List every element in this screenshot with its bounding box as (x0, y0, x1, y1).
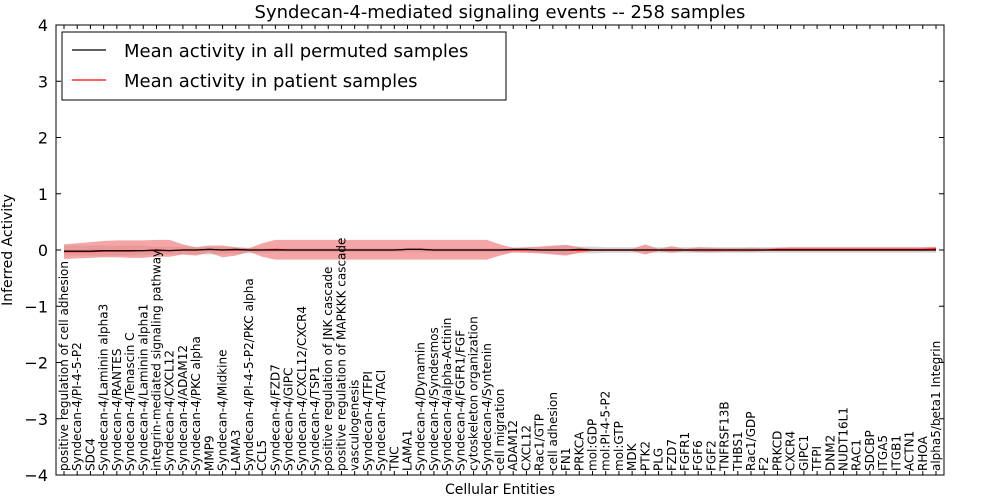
x-tick-label: FGF6 (691, 440, 705, 471)
x-tick-label: Syndecan-4/TFPI (361, 371, 375, 471)
chart-title: Syndecan-4-mediated signaling events -- … (255, 2, 746, 23)
x-tick-label: Syndecan-4/Syntenin (480, 343, 494, 471)
permuted-line (64, 248, 936, 252)
y-axis: 4 3 2 1 0 −1 −2 −3 −4 (24, 16, 944, 485)
x-axis-label: Cellular Entities (445, 482, 555, 498)
x-tick-label: positive regulation of MAPKKK cascade (335, 238, 349, 471)
y-tick-label: 4 (38, 16, 48, 35)
x-tick-label: Syndecan-4/Tenascin C (123, 332, 137, 471)
x-tick-label: NUDT16L1 (837, 407, 851, 471)
x-tick-label: Syndecan-4/ADAM12 (176, 345, 190, 471)
series-lines (64, 248, 937, 253)
x-tick-label: TFPI (810, 446, 824, 472)
x-tick-label: Syndecan-4/PI-4-5-P2 (70, 342, 84, 471)
x-tick-label: Syndecan-4/Midkine (216, 350, 230, 471)
x-tick-label: PTK2 (638, 441, 652, 471)
x-tick-label: F2 (757, 456, 771, 471)
x-tick-label: MMP9 (202, 435, 216, 471)
legend-label-patient: Mean activity in patient samples (124, 71, 418, 92)
x-tick-label: Syndecan-4/alpha-Actinin (440, 318, 454, 471)
x-tick-label: FZD7 (665, 439, 679, 471)
y-tick-label: −4 (24, 466, 48, 485)
x-tick-label: THBS1 (731, 431, 745, 472)
x-tick-label: FGFR1 (678, 432, 692, 471)
x-tick-label: mol:GDP (586, 419, 600, 471)
x-tick-label: Rac1/GDP (744, 412, 758, 471)
x-tick-label: cell adhesion (546, 392, 560, 471)
x-tick-label: CCL5 (255, 440, 269, 471)
y-tick-label: 3 (38, 72, 48, 91)
x-tick-label: cytoskeleton organization (467, 316, 481, 471)
x-tick-label: Syndecan-4/Laminin alpha1 (136, 304, 150, 471)
x-tick-label: Syndecan-4/Dynamin (414, 342, 428, 471)
x-axis: positive regulation of cell adhesion Synd… (57, 25, 943, 475)
x-tick-label: GIPC1 (797, 435, 811, 471)
y-axis-label: Inferred Activity (0, 194, 16, 306)
x-tick-label: FGF2 (704, 440, 718, 471)
x-tick-label: ITGB1 (889, 435, 903, 471)
x-tick-label: RHOA (916, 435, 930, 471)
x-tick-label: Syndecan-4/CXCL12 (163, 350, 177, 471)
legend: Mean activity in all permuted samples Me… (61, 31, 507, 101)
x-tick-label: ACTN1 (903, 431, 917, 471)
x-tick-label: ADAM12 (506, 420, 520, 471)
x-tick-label: LAMA1 (401, 430, 415, 471)
y-tick-label: −1 (24, 297, 48, 316)
x-tick-label: Syndecan-4/Syndesmos (427, 327, 441, 471)
x-tick-label: positive regulation of cell adhesion (57, 261, 71, 471)
x-tick-label: TNC (387, 446, 401, 472)
x-tick-label: vasculogenesis (348, 380, 362, 471)
x-tick-label: Rac1/GTP (533, 414, 547, 471)
x-tick-label: CXCR4 (784, 431, 798, 471)
y-tick-label: −3 (24, 410, 48, 429)
x-tick-label: Syndecan-4/PKC alpha (189, 336, 203, 471)
x-tick-label: cell migration (493, 389, 507, 471)
x-tick-label: TNFRSF13B (718, 401, 732, 472)
x-tick-label: positive regulation of JNK cascade (321, 267, 335, 471)
x-tick-label: SDC4 (83, 438, 97, 471)
legend-label-permuted: Mean activity in all permuted samples (124, 41, 468, 62)
x-tick-label: Syndecan-4/FGFR1/FGF (453, 330, 467, 471)
x-tick-label: Syndecan-4/RANTES (110, 349, 124, 471)
plot-frame (55, 24, 945, 476)
x-tick-label: PRKCD (771, 431, 785, 471)
x-tick-label: SDCBP (863, 430, 877, 471)
x-tick-label: PLG (652, 448, 666, 471)
x-tick-label: alpha5/beta1 Integrin (929, 341, 943, 471)
x-tick-label: mol:GTP (612, 421, 626, 471)
x-tick-label: Syndecan-4/PI-4-5-P2/PKC alpha (242, 278, 256, 471)
x-tick-label: CXCL12 (519, 425, 533, 471)
x-tick-label: Syndecan-4/Laminin alpha3 (97, 304, 111, 471)
x-tick-label: Syndecan-4/TACI (374, 370, 388, 471)
x-tick-label: integrin-mediated signaling pathway (150, 250, 164, 471)
y-tick-label: −2 (24, 354, 48, 373)
x-tick-label: Syndecan-4/CXCL12/CXCR4 (295, 306, 309, 471)
x-tick-label: FN1 (559, 447, 573, 471)
y-tick-label: 0 (38, 241, 48, 260)
x-tick-label: Syndecan-4/TSP1 (308, 366, 322, 471)
x-tick-label: Syndecan-4/FZD7 (268, 364, 282, 471)
x-tick-label: mol:PI-4-5-P2 (599, 391, 613, 471)
x-tick-label: MDK (625, 442, 639, 471)
y-tick-label: 2 (38, 129, 48, 148)
x-tick-label: LAMA3 (229, 430, 243, 471)
x-tick-label: ITGA5 (876, 435, 890, 471)
legend-box (61, 31, 507, 101)
x-tick-label: DNM2 (823, 435, 837, 471)
y-tick-label: 1 (38, 185, 48, 204)
x-tick-label: PRKCA (572, 431, 586, 471)
x-tick-label: RAC1 (850, 439, 864, 471)
x-tick-label: Syndecan-4/GIPC (282, 368, 296, 471)
